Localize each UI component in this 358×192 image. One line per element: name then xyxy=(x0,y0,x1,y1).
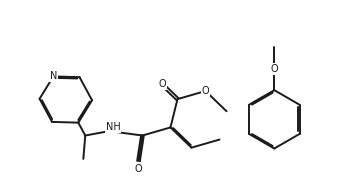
Text: N: N xyxy=(50,71,57,81)
Text: NH: NH xyxy=(106,122,121,132)
Text: O: O xyxy=(271,64,278,74)
Text: O: O xyxy=(202,86,209,96)
Text: O: O xyxy=(135,164,142,174)
Text: O: O xyxy=(158,79,166,89)
